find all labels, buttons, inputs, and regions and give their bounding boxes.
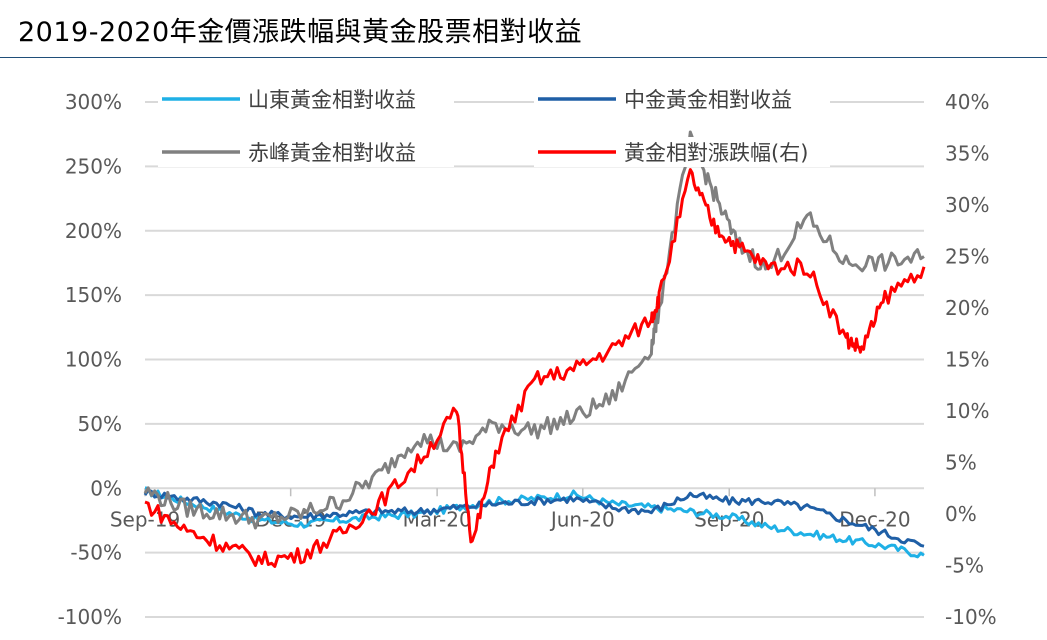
y-left-tick-label: 300%: [65, 90, 122, 114]
y-right-tick-label: 35%: [945, 142, 989, 166]
y-right-tick-label: 30%: [945, 193, 989, 217]
y-right-tick-label: 0%: [945, 502, 977, 526]
series-line-4: [144, 168, 926, 568]
y-left-tick-label: 200%: [65, 219, 122, 243]
y-right-tick-label: 15%: [945, 348, 989, 372]
legend-label: 山東黃金相對收益: [248, 88, 416, 112]
y-left-tick-label: 0%: [90, 476, 122, 500]
title-divider: [0, 57, 1047, 58]
y-right-tick-label: 25%: [945, 245, 989, 269]
legend-label: 黃金相對漲跌幅(右): [624, 141, 808, 165]
series-line-3: [143, 130, 925, 530]
y-left-tick-label: 100%: [65, 348, 122, 372]
y-right-tick-label: 10%: [945, 399, 989, 423]
y-right-tick-label: 40%: [945, 90, 989, 114]
y-left-tick-label: -50%: [70, 541, 122, 565]
y-left-tick-label: 50%: [78, 412, 122, 436]
y-left-tick-label: -100%: [58, 605, 122, 629]
y-left-tick-label: 250%: [65, 154, 122, 178]
legend-label: 中金黃金相對收益: [624, 88, 792, 112]
y-right-tick-label: -5%: [945, 554, 984, 578]
y-right-tick-label: 20%: [945, 296, 989, 320]
y-right-tick-label: 5%: [945, 451, 977, 475]
legend-label: 赤峰黃金相對收益: [248, 141, 416, 165]
chart-title: 2019-2020年金價漲跌幅與黃金股票相對收益: [18, 17, 583, 48]
y-right-tick-label: -10%: [945, 605, 997, 629]
series-line-1: [144, 486, 925, 559]
x-tick-label: Jun-20: [549, 507, 615, 531]
y-left-tick-label: 150%: [65, 283, 122, 307]
